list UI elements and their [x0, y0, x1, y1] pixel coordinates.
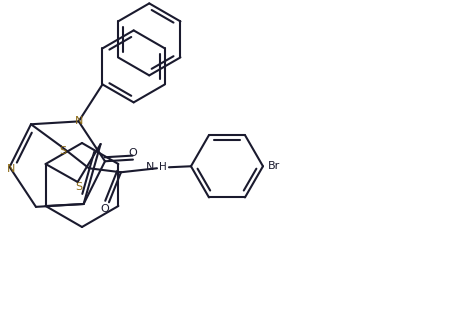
Text: O: O [128, 148, 137, 158]
Text: N: N [145, 162, 154, 172]
Text: O: O [100, 204, 109, 214]
Text: S: S [75, 182, 82, 192]
Text: H: H [159, 162, 166, 172]
Text: S: S [59, 146, 66, 156]
Text: N: N [75, 117, 83, 126]
Text: N: N [6, 164, 15, 174]
Text: Br: Br [268, 161, 280, 171]
